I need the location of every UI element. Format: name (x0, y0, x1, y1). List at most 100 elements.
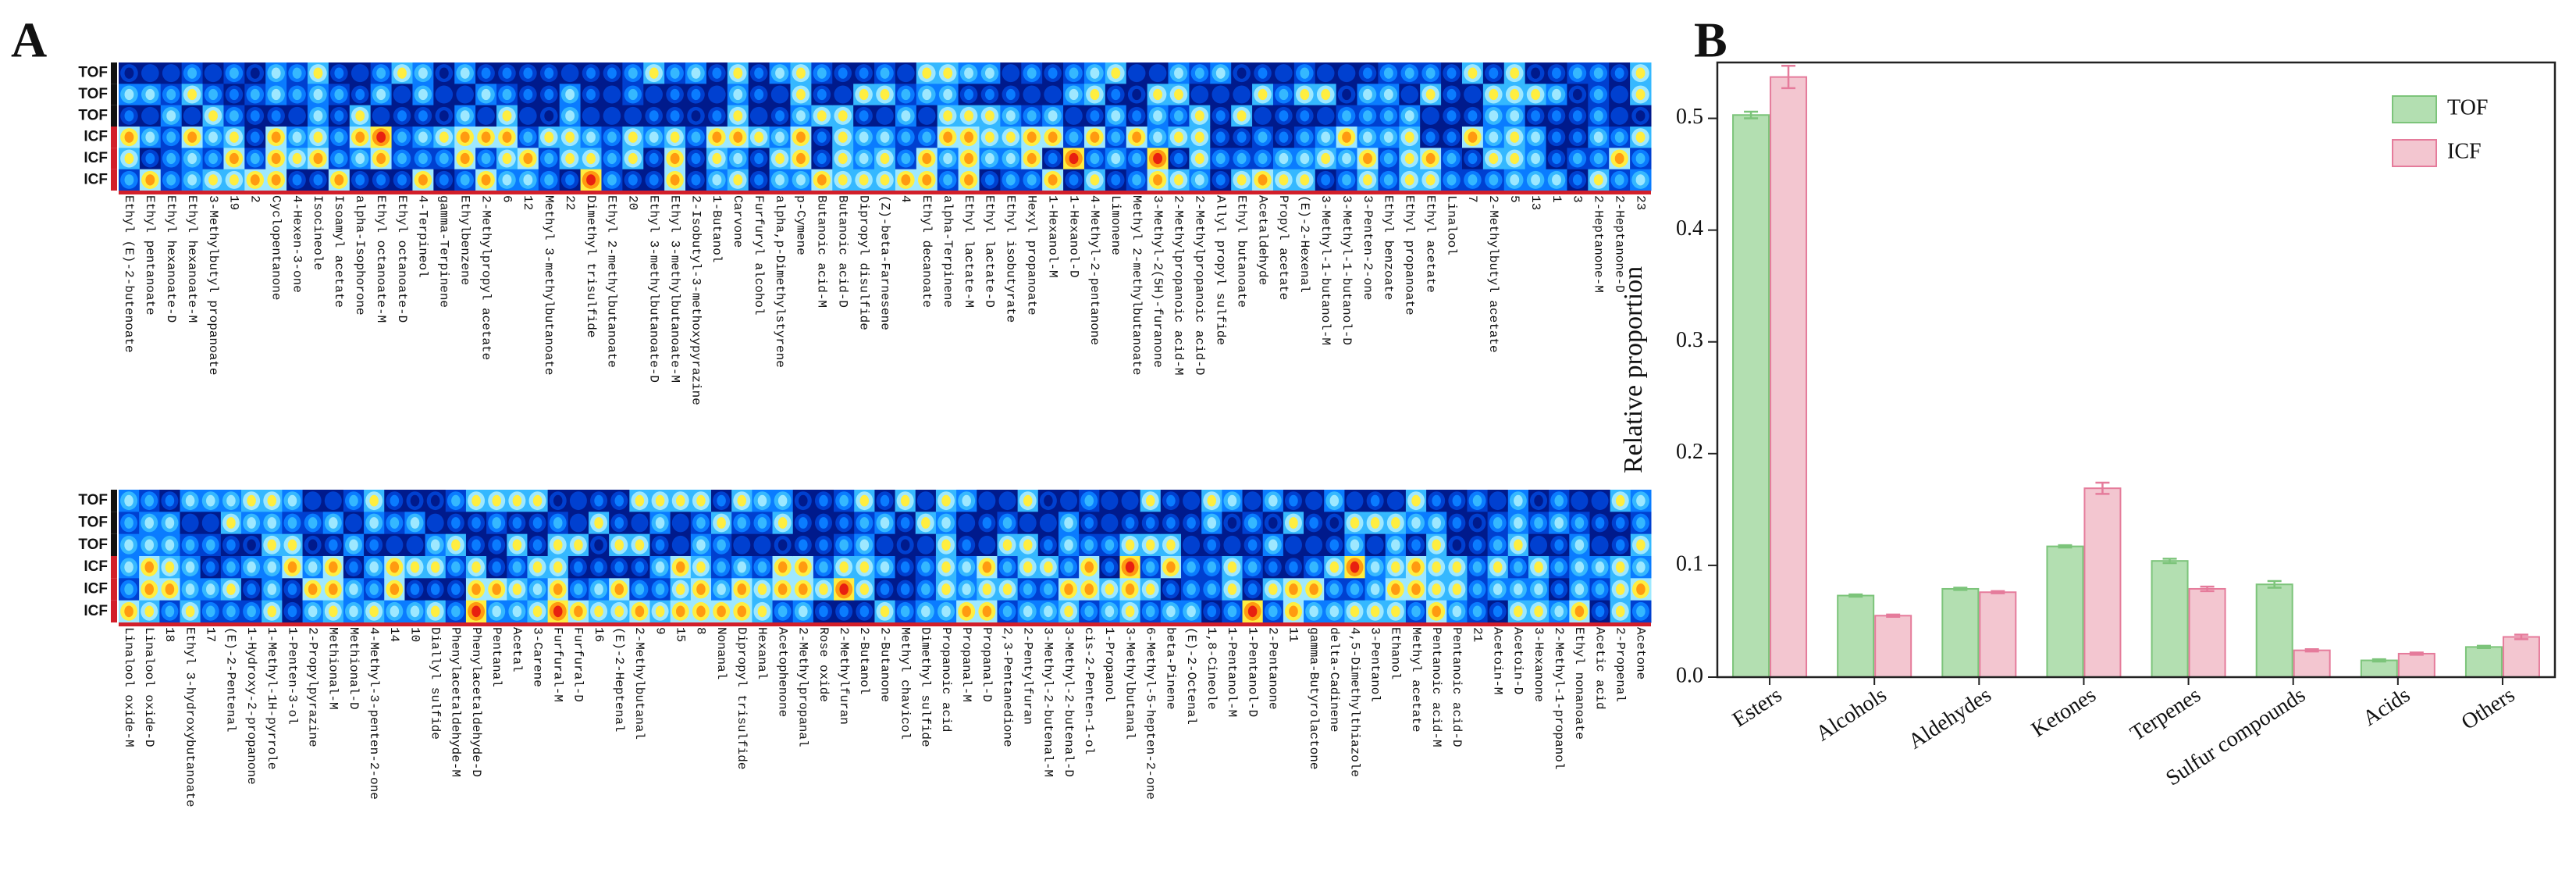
heatmap-core (1044, 561, 1053, 573)
compound-label: Propanal-M (959, 627, 973, 702)
heatmap-core (628, 88, 638, 101)
heatmap-core (1510, 131, 1520, 143)
heatmap-core (523, 67, 533, 79)
compound-label: 12 (521, 195, 535, 210)
heatmap-core (460, 174, 470, 186)
heatmap-core (1452, 494, 1462, 507)
heatmap-core (492, 561, 501, 573)
heatmap-core (313, 67, 323, 79)
heatmap-core (1166, 583, 1176, 595)
heatmap-core (1493, 517, 1503, 529)
compound-label: Methional-D (347, 627, 361, 710)
heatmap-core (1472, 605, 1482, 618)
heatmap-core (166, 110, 176, 122)
heatmap-core (145, 131, 155, 143)
heatmap-core (1069, 174, 1079, 186)
heatmap-core (397, 88, 407, 101)
compound-label: 14 (387, 627, 401, 642)
heatmap-core (1289, 561, 1298, 573)
heatmap-core (355, 88, 365, 101)
heatmap-core (292, 110, 302, 122)
heatmap-core (1207, 539, 1217, 551)
compound-label: Methional-M (326, 627, 340, 710)
compound-label: 18 (162, 627, 176, 642)
heatmap-core (369, 605, 379, 618)
heatmap-core (799, 561, 808, 573)
heatmap-core (670, 131, 680, 143)
heatmap-core (1048, 88, 1058, 101)
heatmap-core (880, 67, 890, 79)
heatmap-core (1044, 517, 1053, 529)
heatmap-core (574, 517, 583, 529)
row-label: ICF (84, 129, 108, 145)
heatmap-core (737, 494, 747, 507)
heatmap-core (1534, 539, 1543, 551)
heatmap-core (544, 131, 554, 143)
heatmap-core (1489, 88, 1499, 101)
heatmap-core (901, 174, 911, 186)
heatmap-core (1595, 494, 1605, 507)
compound-label: 4,5-Dimethylthiazole (1347, 627, 1361, 777)
row-label: ICF (84, 603, 108, 619)
heatmap-core (1534, 605, 1543, 618)
heatmap-core (1026, 131, 1037, 143)
heatmap-core (1329, 561, 1340, 573)
plot-frame (1716, 61, 2556, 679)
heatmap-core (165, 539, 175, 551)
heatmap-core (1166, 517, 1176, 529)
heatmap-core (430, 605, 440, 618)
heatmap-core (1489, 174, 1499, 186)
heatmap-core (614, 517, 624, 529)
heatmap-core (502, 110, 512, 122)
heatmap-core (1111, 88, 1121, 101)
heatmap-core (614, 583, 624, 595)
heatmap-core (982, 517, 992, 529)
heatmap-core (880, 605, 890, 618)
error-bar (2162, 558, 2177, 565)
heatmap-core (1279, 131, 1289, 143)
heatmap-core (1554, 517, 1564, 529)
heatmap-core (1309, 561, 1318, 573)
compound-label: delta-Cadinene (1327, 627, 1341, 732)
heatmap-core (1552, 67, 1561, 79)
heatmap-core (859, 174, 869, 186)
heatmap-core (1404, 174, 1414, 186)
heatmap-core (292, 88, 302, 101)
x-tick-label: Aldehydes (1904, 683, 1995, 754)
heatmap-core (124, 174, 134, 186)
heatmap-core (922, 152, 932, 165)
heatmap-core (1247, 561, 1258, 573)
heatmap-core (1489, 110, 1499, 122)
heatmap-core (369, 517, 379, 529)
x-tick-label: Terpenes (2126, 683, 2205, 746)
row-label: TOF (78, 537, 108, 553)
heatmap-core (1026, 88, 1037, 101)
compound-label: 1-Propanol (1102, 627, 1116, 702)
compound-label: Dipropyl trisulfide (735, 627, 749, 769)
heatmap-core (1215, 131, 1226, 143)
compound-label: Dipropyl disulfide (856, 195, 870, 330)
heatmap-core (1574, 605, 1585, 618)
heatmap-core (187, 131, 197, 143)
heatmap-core (1064, 517, 1073, 529)
row-label: TOF (78, 515, 108, 531)
heatmap-core (838, 110, 848, 122)
group-strip (111, 148, 117, 169)
heatmap-core (1207, 561, 1217, 573)
compound-label: 2-Heptanone-M (1592, 195, 1606, 293)
heatmap-core (1468, 174, 1478, 186)
heatmap-core (1215, 174, 1226, 186)
heatmap-core (187, 88, 197, 101)
heatmap-core (1227, 561, 1237, 573)
heatmap-core (1534, 494, 1543, 507)
compound-label: 1-Pentanol-M (1225, 627, 1239, 717)
compound-label: alpha-Isophorone (353, 195, 367, 316)
heatmap-core (775, 131, 785, 143)
heatmap-core (817, 152, 827, 165)
heatmap-core (796, 67, 806, 79)
heatmap-core (1153, 67, 1162, 79)
compound-label: Linalool oxide-M (122, 627, 136, 747)
heatmap-core (430, 517, 440, 529)
heatmap-core (1572, 88, 1582, 101)
heatmap-core (1593, 131, 1603, 143)
